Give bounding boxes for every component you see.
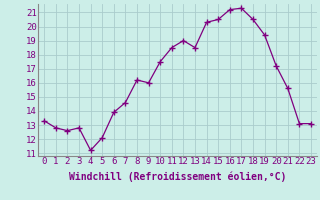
X-axis label: Windchill (Refroidissement éolien,°C): Windchill (Refroidissement éolien,°C) <box>69 172 286 182</box>
